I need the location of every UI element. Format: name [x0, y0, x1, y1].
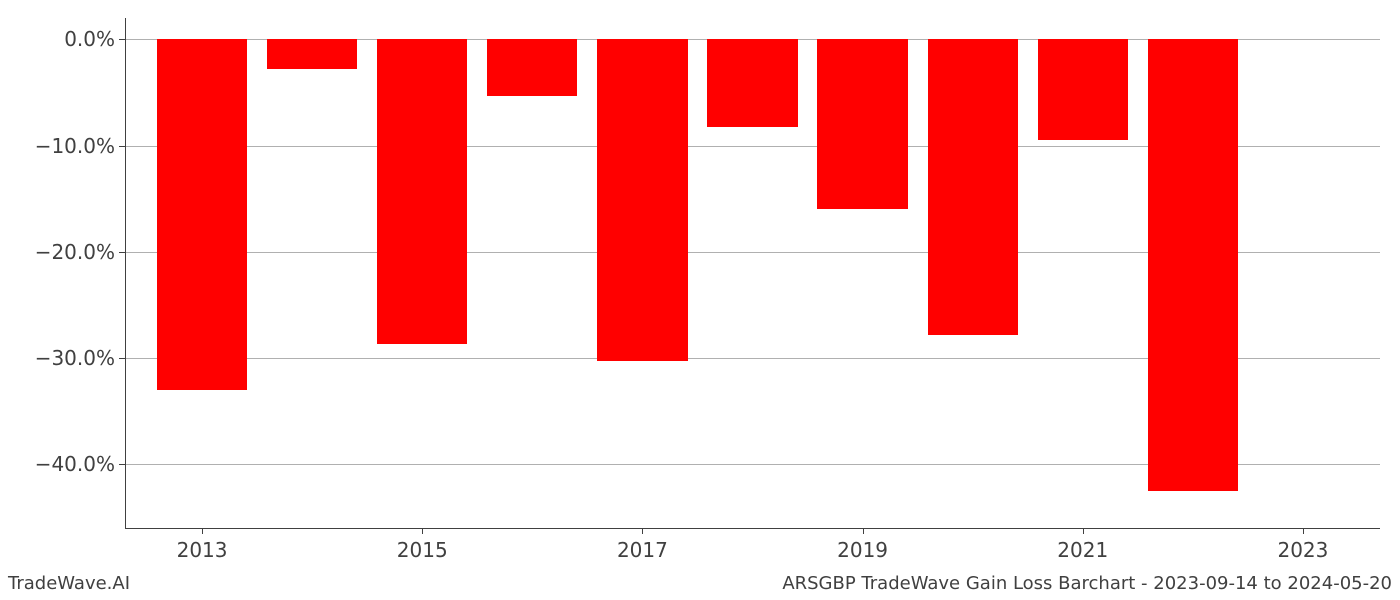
bar: [267, 39, 357, 69]
footer-left-brand: TradeWave.AI: [8, 573, 130, 594]
y-axis-spine: [125, 18, 126, 528]
bar: [1148, 39, 1238, 491]
gain-loss-barchart: 0.0% −10.0% −20.0% −30.0% −40.0% 2013 2015 2017…: [0, 0, 1400, 600]
x-tick-label: 2015: [397, 528, 448, 562]
bar: [1038, 39, 1128, 140]
x-axis-spine: [125, 528, 1380, 529]
bar: [928, 39, 1018, 334]
x-tick-label: 2019: [837, 528, 888, 562]
y-tick-label: −40.0%: [35, 452, 125, 476]
x-tick-label: 2013: [177, 528, 228, 562]
x-tick-label: 2023: [1277, 528, 1328, 562]
x-tick-label: 2017: [617, 528, 668, 562]
y-tick-label: −10.0%: [35, 134, 125, 158]
y-tick-label: 0.0%: [64, 27, 125, 51]
plot-area: 0.0%−10.0%−20.0%−30.0%−40.0%201320152017…: [125, 18, 1380, 528]
bar: [707, 39, 797, 127]
bar: [817, 39, 907, 209]
footer-right-caption: ARSGBP TradeWave Gain Loss Barchart - 20…: [782, 573, 1392, 594]
y-tick-label: −20.0%: [35, 240, 125, 264]
bar: [377, 39, 467, 344]
y-tick-label: −30.0%: [35, 346, 125, 370]
bar: [157, 39, 247, 390]
x-tick-label: 2021: [1057, 528, 1108, 562]
bar: [487, 39, 577, 95]
bar: [597, 39, 687, 361]
